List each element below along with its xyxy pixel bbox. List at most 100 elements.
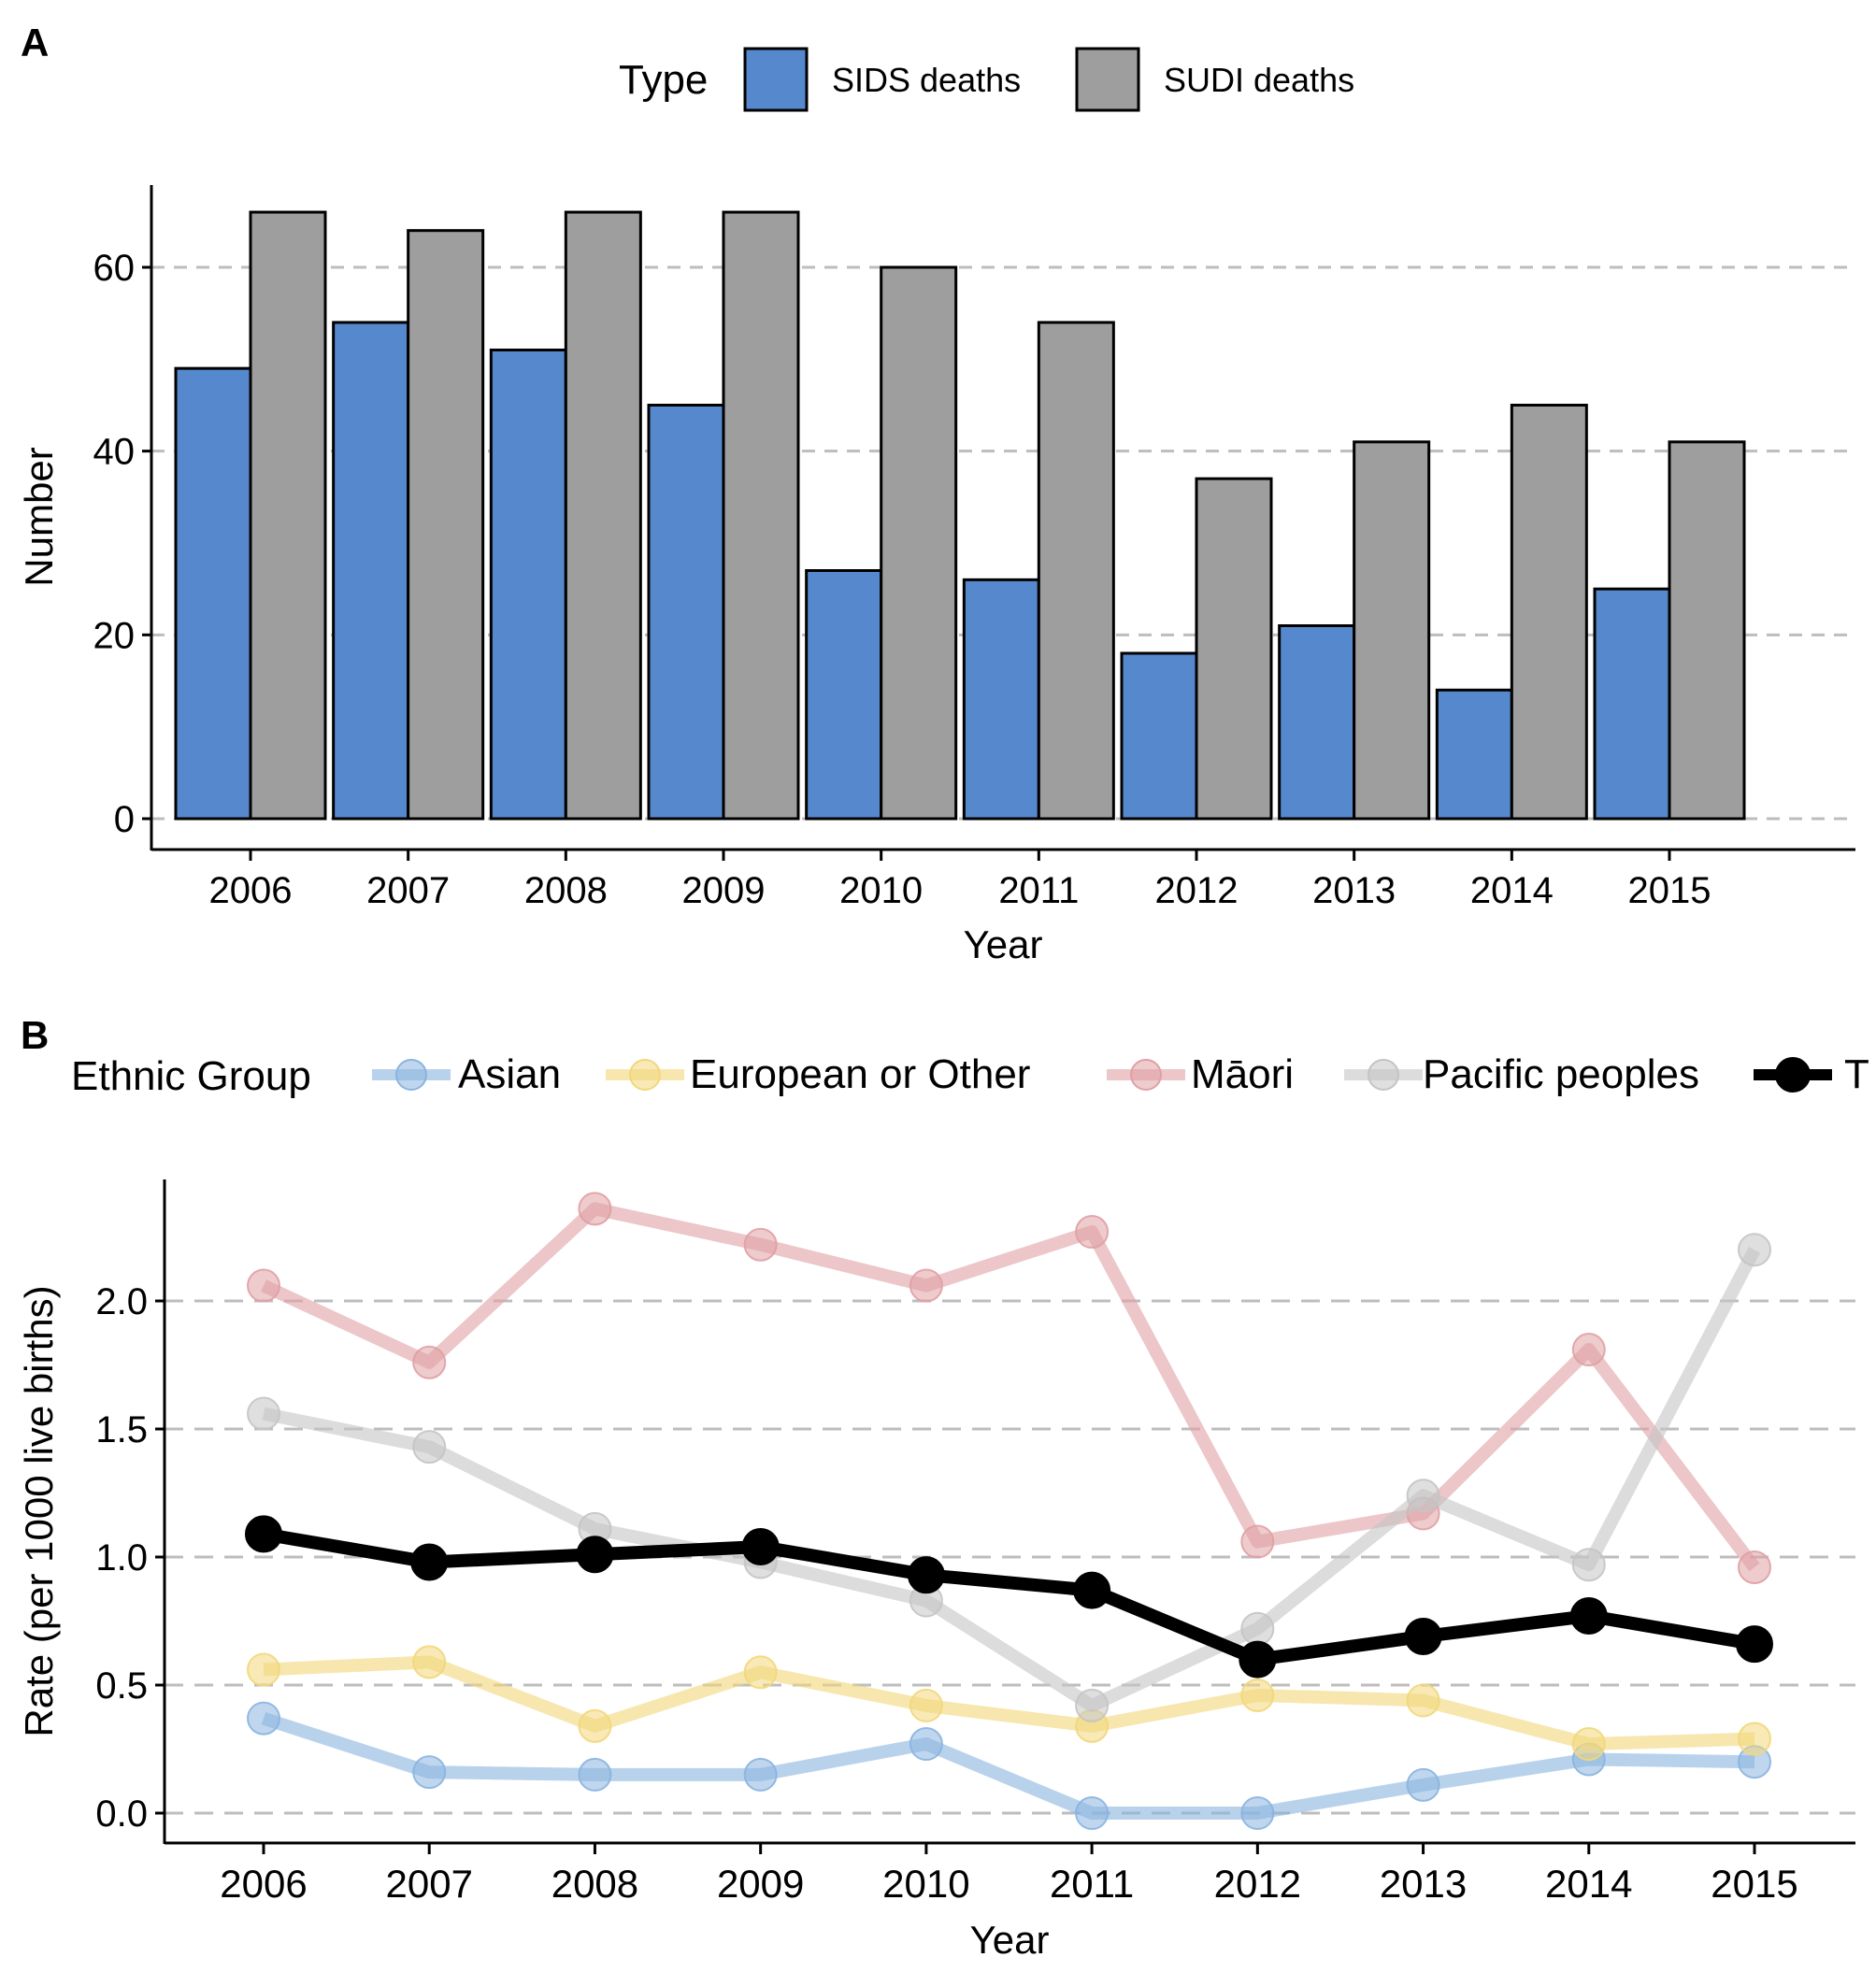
- panel-b-point-m-ori: [909, 1268, 943, 1303]
- panel-b-point-m-ori: [1075, 1215, 1110, 1250]
- panel-b-point-asian: [412, 1755, 447, 1790]
- panel-a-tag: A: [21, 21, 49, 64]
- panel-b-point-t: [1404, 1617, 1442, 1655]
- panel-b-point-european-or-other: [1406, 1683, 1440, 1718]
- panel-a-bar-sids-deaths: [1278, 624, 1356, 821]
- panel-a-y-axis-title: Number: [17, 447, 61, 586]
- panel-a-x-ticks: 2006 2007 2008 2009 2010 2011 2012 2013 2014 2015: [209, 850, 1711, 911]
- panel-b-legend-label: Pacific peoples: [1423, 1051, 1699, 1097]
- panel-b-point-asian: [743, 1757, 778, 1792]
- panel-b-point-european-or-other: [1571, 1727, 1606, 1762]
- panel-b-point-t: [907, 1556, 945, 1594]
- panel-a-y-tick-label: 40: [93, 432, 136, 473]
- panel-b-point-european-or-other: [412, 1645, 447, 1679]
- panel-a-bar-sudi-deaths: [407, 229, 485, 821]
- panel-a-bar-sudi-deaths: [722, 210, 800, 821]
- panel-a-x-tick-label: 2006: [209, 870, 293, 911]
- panel-a-x-tick-label: 2012: [1155, 870, 1239, 911]
- panel-b-line-european-or-other: [263, 1655, 1755, 1751]
- panel-b-legend-marker: [1130, 1059, 1162, 1091]
- panel-a-bar-sids-deaths: [805, 569, 883, 821]
- panel-b-point-european-or-other: [1738, 1722, 1771, 1756]
- panel-b-y-ticks: 0.0 0.5 1.0 1.5 2.0: [95, 1281, 165, 1835]
- panel-a-bar-sids-deaths: [1435, 688, 1513, 821]
- panel-a-bar-sids-deaths: [962, 578, 1040, 821]
- panel-a-y-ticks: 0 20 40 60: [93, 248, 151, 840]
- panel-b-point-t: [1736, 1625, 1773, 1664]
- panel-a: A Type SIDS deaths SUDI deaths 0 20 40 60 200…: [17, 21, 1855, 966]
- panel-b-point-asian: [909, 1727, 943, 1762]
- panel-b-x-tick-label: 2007: [386, 1862, 473, 1906]
- panel-b-tag: B: [21, 1013, 49, 1057]
- panel-b-x-ticks: 2006 2007 2008 2009 2010 2011 2012 2013 2014 2015: [220, 1843, 1798, 1906]
- panel-a-bar-sids-deaths: [174, 366, 252, 821]
- panel-a-x-tick-label: 2008: [524, 870, 608, 911]
- panel-a-bar-sudi-deaths: [249, 210, 327, 821]
- panel-b-point-asian: [1075, 1796, 1110, 1830]
- panel-b-x-tick-label: 2011: [1050, 1862, 1134, 1906]
- panel-b-axes: [163, 1179, 1855, 1845]
- panel-b-point-european-or-other: [1240, 1678, 1275, 1712]
- panel-b-point-pacific-peoples: [412, 1430, 447, 1464]
- panel-b-point-pacific-peoples: [1571, 1548, 1606, 1582]
- panel-b-legend-marker: [1775, 1057, 1811, 1093]
- panel-a-legend-label: SUDI deaths: [1164, 61, 1354, 99]
- panel-a-bar-sudi-deaths: [880, 265, 958, 821]
- panel-b-point-asian: [1240, 1796, 1275, 1830]
- panel-a-y-tick-label: 20: [93, 615, 136, 656]
- panel-b-point-t: [1569, 1597, 1608, 1636]
- panel-a-legend-label: SIDS deaths: [832, 61, 1021, 99]
- panel-b-y-tick-label: 2.0: [95, 1281, 148, 1322]
- panel-b-line-m-ori: [261, 1202, 1760, 1572]
- panel-a-legend: Type SIDS deaths SUDI deaths: [619, 47, 1354, 112]
- panel-a-x-tick-label: 2010: [839, 870, 923, 911]
- panel-b-legend-label: Māori: [1191, 1051, 1294, 1097]
- panel-a-bar-sudi-deaths: [1037, 321, 1115, 821]
- panel-b-y-tick-label: 0.0: [95, 1793, 148, 1835]
- panel-b-x-tick-label: 2014: [1545, 1862, 1632, 1906]
- panel-b-point-m-ori: [578, 1192, 612, 1226]
- panel-b-y-axis-title: Rate (per 1000 live births): [17, 1285, 61, 1736]
- panel-a-x-tick-label: 2009: [682, 870, 766, 911]
- panel-b-point-t: [245, 1515, 282, 1553]
- panel-b-y-tick-label: 1.0: [95, 1537, 148, 1579]
- panel-b-x-tick-label: 2006: [220, 1862, 307, 1906]
- panel-b-legend-marker: [1368, 1059, 1399, 1091]
- panel-a-bar-sudi-deaths: [1668, 440, 1746, 821]
- panel-b-point-t: [1073, 1571, 1111, 1609]
- panel-a-legend-swatch: [1075, 47, 1140, 112]
- panel-b-legend-label: Asian: [458, 1051, 561, 1097]
- panel-a-x-tick-label: 2015: [1628, 870, 1711, 911]
- panel-b-x-tick-label: 2012: [1214, 1862, 1301, 1906]
- panel-b-point-asian: [1406, 1767, 1440, 1802]
- panel-a-x-tick-label: 2011: [998, 870, 1079, 911]
- panel-b-point-pacific-peoples: [1240, 1611, 1275, 1646]
- panel-a-axes: [150, 185, 1855, 851]
- panel-a-legend-title: Type: [619, 57, 708, 103]
- panel-a-bar-sids-deaths: [332, 321, 410, 821]
- panel-a-x-tick-label: 2014: [1470, 870, 1554, 911]
- panel-b-point-m-ori: [1571, 1333, 1606, 1367]
- panel-b-point-asian: [578, 1757, 612, 1792]
- panel-a-bar-sids-deaths: [1120, 651, 1198, 821]
- panel-b-point-asian: [247, 1701, 280, 1736]
- panel-b-x-tick-label: 2008: [551, 1862, 638, 1906]
- panel-b-legend: Ethnic Group Asian European or Other Māori P…: [71, 1051, 1869, 1099]
- panel-a-x-axis-title: Year: [964, 922, 1043, 966]
- panel-b-point-t: [741, 1528, 780, 1566]
- panel-b-point-m-ori: [743, 1227, 778, 1262]
- panel-b-point-pacific-peoples: [1406, 1479, 1440, 1513]
- panel-b-line-asian: [261, 1711, 1755, 1820]
- panel-b-point-european-or-other: [578, 1708, 612, 1743]
- panel-b-x-tick-label: 2009: [717, 1862, 804, 1906]
- panel-a-y-tick-label: 60: [93, 248, 136, 289]
- panel-a-x-tick-label: 2013: [1312, 870, 1396, 911]
- panel-b-legend-title: Ethnic Group: [71, 1053, 311, 1099]
- panel-b-line-t: [262, 1527, 1756, 1666]
- panel-b-x-tick-label: 2010: [882, 1862, 969, 1906]
- panel-b-line-pacific-peoples: [262, 1246, 1761, 1712]
- panel-b-y-tick-label: 0.5: [95, 1665, 148, 1707]
- panel-b-legend-label: European or Other: [690, 1051, 1030, 1097]
- panel-a-bar-sudi-deaths: [1195, 477, 1273, 821]
- panel-a-bar-sudi-deaths: [1353, 440, 1431, 821]
